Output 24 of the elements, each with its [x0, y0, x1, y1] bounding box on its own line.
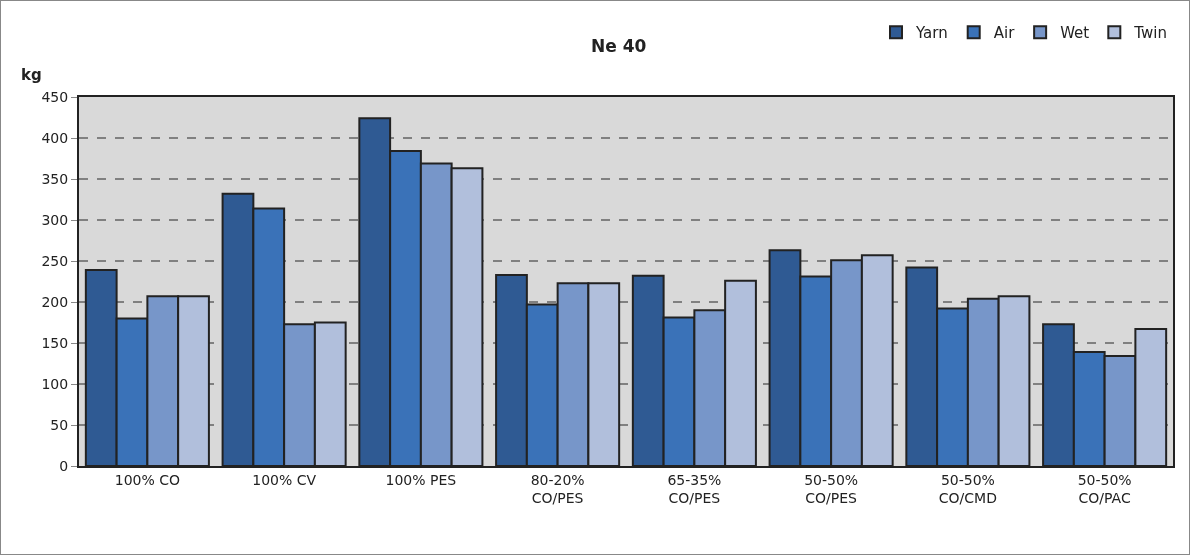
y-tick-label: 250 — [41, 252, 69, 269]
y-tick-label: 50 — [50, 416, 69, 433]
y-tick-label: 300 — [41, 211, 69, 228]
legend-label: Twin — [1133, 24, 1167, 43]
legend-label: Air — [993, 24, 1016, 43]
y-tick-label: 450 — [41, 88, 69, 105]
x-tick-label: 50-50% CO/PES — [804, 471, 859, 506]
y-tick-label: 150 — [41, 334, 69, 351]
chart-title: Ne 40 — [591, 35, 647, 56]
x-tick-label: 100% CV — [252, 471, 317, 488]
x-tick-label: 50-50% CO/CMD — [938, 471, 997, 506]
x-tick-label: 100% CO — [114, 471, 181, 488]
y-tick-label: 350 — [41, 170, 69, 187]
legend-label: Wet — [1060, 24, 1090, 43]
y-tick-label: 0 — [59, 457, 69, 474]
x-tick-label: 80-20% CO/PES — [530, 471, 585, 506]
y-tick-label: 100 — [41, 375, 69, 392]
x-tick-label: 65-35% CO/PES — [667, 471, 722, 506]
y-axis-title: kg — [21, 66, 42, 84]
x-tick-label: 50-50% CO/PAC — [1077, 471, 1132, 506]
legend-label: Yarn — [915, 24, 948, 43]
y-tick-label: 200 — [41, 293, 69, 310]
y-tick-label: 400 — [41, 129, 69, 146]
x-tick-label: 100% PES — [385, 471, 457, 488]
